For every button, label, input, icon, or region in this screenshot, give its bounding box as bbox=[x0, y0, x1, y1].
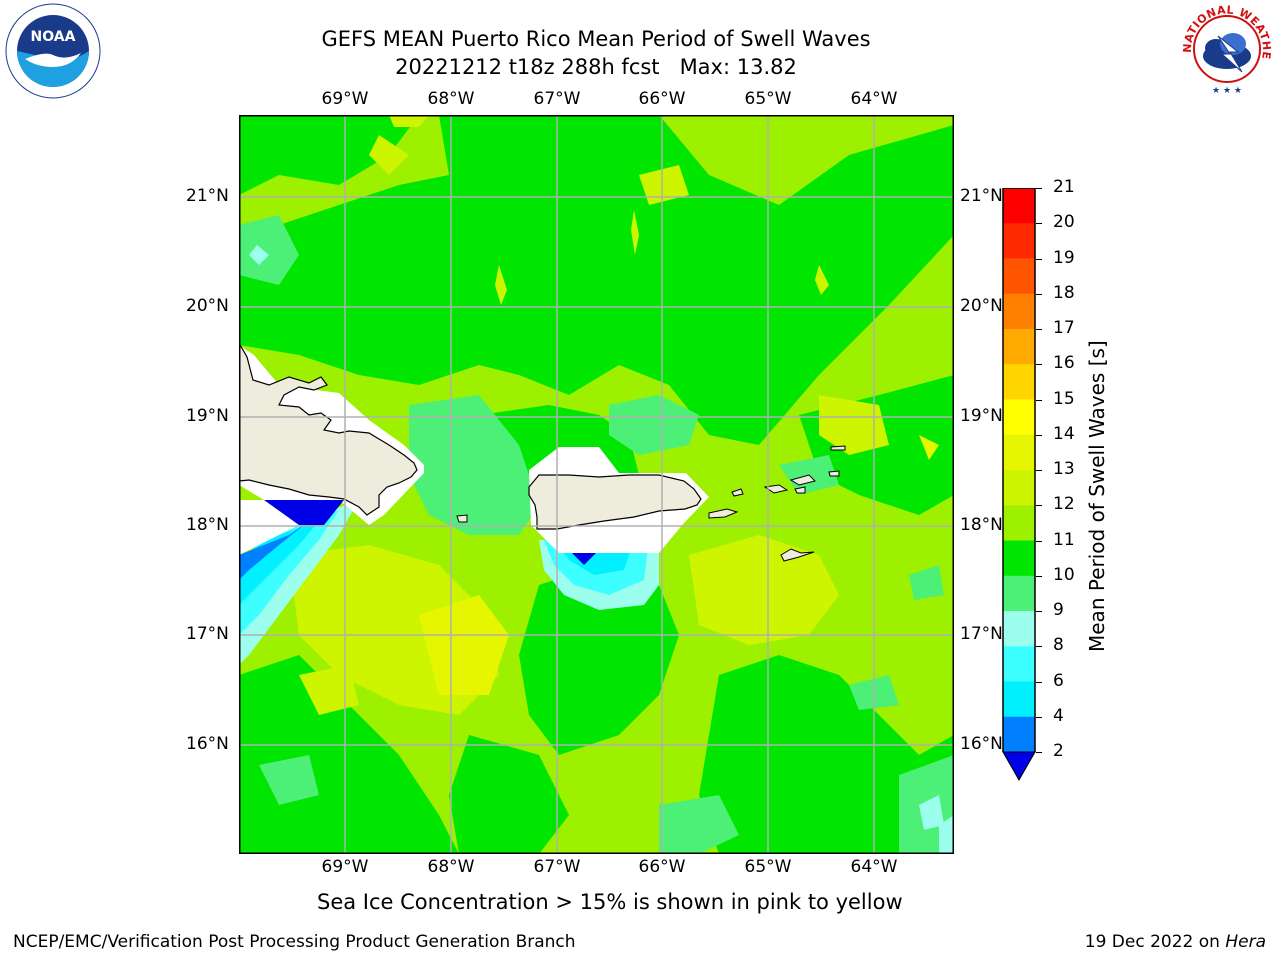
lon-label-bottom-67w: 67°W bbox=[533, 857, 581, 877]
lon-label-bottom-65w: 65°W bbox=[744, 857, 792, 877]
colorbar-swatch bbox=[1003, 188, 1035, 224]
colorbar-tick-label: 6 bbox=[1053, 670, 1064, 691]
colorbar-tick-label: 18 bbox=[1053, 282, 1075, 303]
colorbar-tick-label: 20 bbox=[1053, 212, 1075, 233]
colorbar-swatch bbox=[1003, 223, 1035, 259]
colorbar-ticks: 21 20 19 18 17 16 15 14 13 12 11 10 9 8 6 4 2 bbox=[1036, 177, 1096, 761]
lat-label-right-19n: 19°N bbox=[960, 406, 1003, 426]
colorbar-tick-mark bbox=[1036, 329, 1042, 330]
lon-label-bottom-64w: 64°W bbox=[850, 857, 898, 877]
colorbar-swatch bbox=[1003, 364, 1035, 400]
colorbar-tick-mark bbox=[1036, 293, 1042, 295]
footer-branch: NCEP/EMC/Verification Post Processing Pr… bbox=[13, 932, 576, 952]
colorbar-frame bbox=[1002, 188, 1036, 752]
colorbar-tick-mark bbox=[1036, 681, 1042, 683]
colorbar-tick-label: 4 bbox=[1053, 705, 1064, 726]
colorbar-tick-mark bbox=[1036, 399, 1042, 401]
colorbar-tick-label: 13 bbox=[1053, 459, 1075, 479]
lat-label-right-17n: 17°N bbox=[960, 624, 1003, 644]
colorbar-swatch bbox=[1003, 611, 1035, 647]
lat-label-left-20n: 20°N bbox=[186, 296, 229, 316]
swell-period-map bbox=[239, 115, 954, 854]
lat-label-left-18n: 18°N bbox=[186, 515, 229, 535]
lat-label-right-18n: 18°N bbox=[960, 515, 1003, 535]
colorbar-tick-mark bbox=[1036, 505, 1042, 507]
colorbar-tick-label: 9 bbox=[1053, 600, 1064, 620]
colorbar bbox=[1002, 188, 1036, 783]
colorbar-swatch bbox=[1003, 646, 1035, 682]
colorbar-tick-mark bbox=[1036, 611, 1042, 612]
colorbar-swatch bbox=[1003, 681, 1035, 718]
colorbar-tick-label: 15 bbox=[1053, 388, 1075, 409]
sea-ice-note: Sea Ice Concentration > 15% is shown in … bbox=[317, 890, 903, 914]
colorbar-tick-mark bbox=[1036, 575, 1042, 577]
lon-label-bottom-69w: 69°W bbox=[321, 857, 369, 877]
footer-machine: Hera bbox=[1225, 932, 1266, 952]
colorbar-title: Mean Period of Swell Waves [s] bbox=[1085, 340, 1109, 652]
colorbar-tick-mark bbox=[1036, 434, 1042, 436]
colorbar-swatch bbox=[1003, 540, 1035, 577]
colorbar-tick-mark bbox=[1036, 258, 1042, 260]
lat-label-left-16n: 16°N bbox=[186, 734, 229, 754]
colorbar-swatch bbox=[1003, 716, 1035, 753]
chart-subtitle: 20221212 t18z 288h fcst Max: 13.82 bbox=[395, 55, 797, 79]
colorbar-tick-label: 16 bbox=[1053, 353, 1075, 374]
footer-date-text: 19 Dec 2022 on bbox=[1084, 932, 1226, 952]
colorbar-tick-label: 14 bbox=[1053, 423, 1075, 444]
colorbar-tick-mark bbox=[1036, 364, 1042, 366]
colorbar-tick-mark bbox=[1036, 646, 1042, 648]
colorbar-tick-label: 2 bbox=[1053, 741, 1064, 761]
chart-title: GEFS MEAN Puerto Rico Mean Period of Swe… bbox=[321, 27, 871, 51]
colorbar-swatch bbox=[1003, 399, 1035, 436]
footer-date: 19 Dec 2022 on Hera bbox=[1085, 932, 1266, 952]
colorbar-tick-mark bbox=[1036, 470, 1042, 471]
colorbar-swatch bbox=[1003, 470, 1035, 506]
lat-label-right-21n: 21°N bbox=[960, 186, 1003, 206]
colorbar-tick-label: 12 bbox=[1053, 494, 1075, 515]
lat-label-left-19n: 19°N bbox=[186, 406, 229, 426]
noaa-logo: NOAA bbox=[5, 3, 101, 99]
colorbar-tick-label: 10 bbox=[1053, 564, 1075, 585]
lat-label-right-20n: 20°N bbox=[960, 296, 1003, 316]
colorbar-swatch bbox=[1003, 258, 1035, 295]
lat-label-left-21n: 21°N bbox=[186, 186, 229, 206]
colorbar-swatch bbox=[1003, 505, 1035, 541]
lat-label-left-17n: 17°N bbox=[186, 624, 229, 644]
lon-label-top-69w: 69°W bbox=[321, 89, 369, 109]
svg-text:★ ★ ★: ★ ★ ★ bbox=[1212, 86, 1242, 96]
colorbar-tick-label: 19 bbox=[1053, 247, 1075, 268]
colorbar-tick-mark bbox=[1036, 716, 1042, 718]
svg-text:NOAA: NOAA bbox=[31, 29, 76, 45]
colorbar-swatch bbox=[1003, 329, 1035, 365]
colorbar-tick-label: 8 bbox=[1053, 635, 1064, 656]
lon-label-top-68w: 68°W bbox=[427, 89, 475, 109]
lat-label-right-16n: 16°N bbox=[960, 734, 1003, 754]
lon-label-top-66w: 66°W bbox=[638, 89, 686, 109]
colorbar-tick-label: 11 bbox=[1053, 529, 1075, 550]
colorbar-swatch bbox=[1003, 293, 1035, 330]
lon-label-bottom-66w: 66°W bbox=[638, 857, 686, 877]
colorbar-tick-mark bbox=[1036, 752, 1042, 753]
lon-label-top-64w: 64°W bbox=[850, 89, 898, 109]
colorbar-tick-mark bbox=[1036, 188, 1042, 189]
colorbar-tick-mark bbox=[1036, 540, 1042, 542]
colorbar-swatch bbox=[1003, 434, 1035, 471]
lon-label-top-65w: 65°W bbox=[744, 89, 792, 109]
colorbar-swatch bbox=[1003, 575, 1035, 612]
lon-label-bottom-68w: 68°W bbox=[427, 857, 475, 877]
colorbar-tick-label: 21 bbox=[1053, 177, 1075, 197]
national-weather-service-logo: NATIONAL WEATHER SERVICE ★ ★ ★ bbox=[1173, 0, 1276, 98]
colorbar-tick-mark bbox=[1036, 223, 1042, 225]
lon-label-top-67w: 67°W bbox=[533, 89, 581, 109]
colorbar-tick-label: 17 bbox=[1053, 318, 1075, 338]
colorbar-extend-triangle bbox=[1002, 751, 1036, 782]
